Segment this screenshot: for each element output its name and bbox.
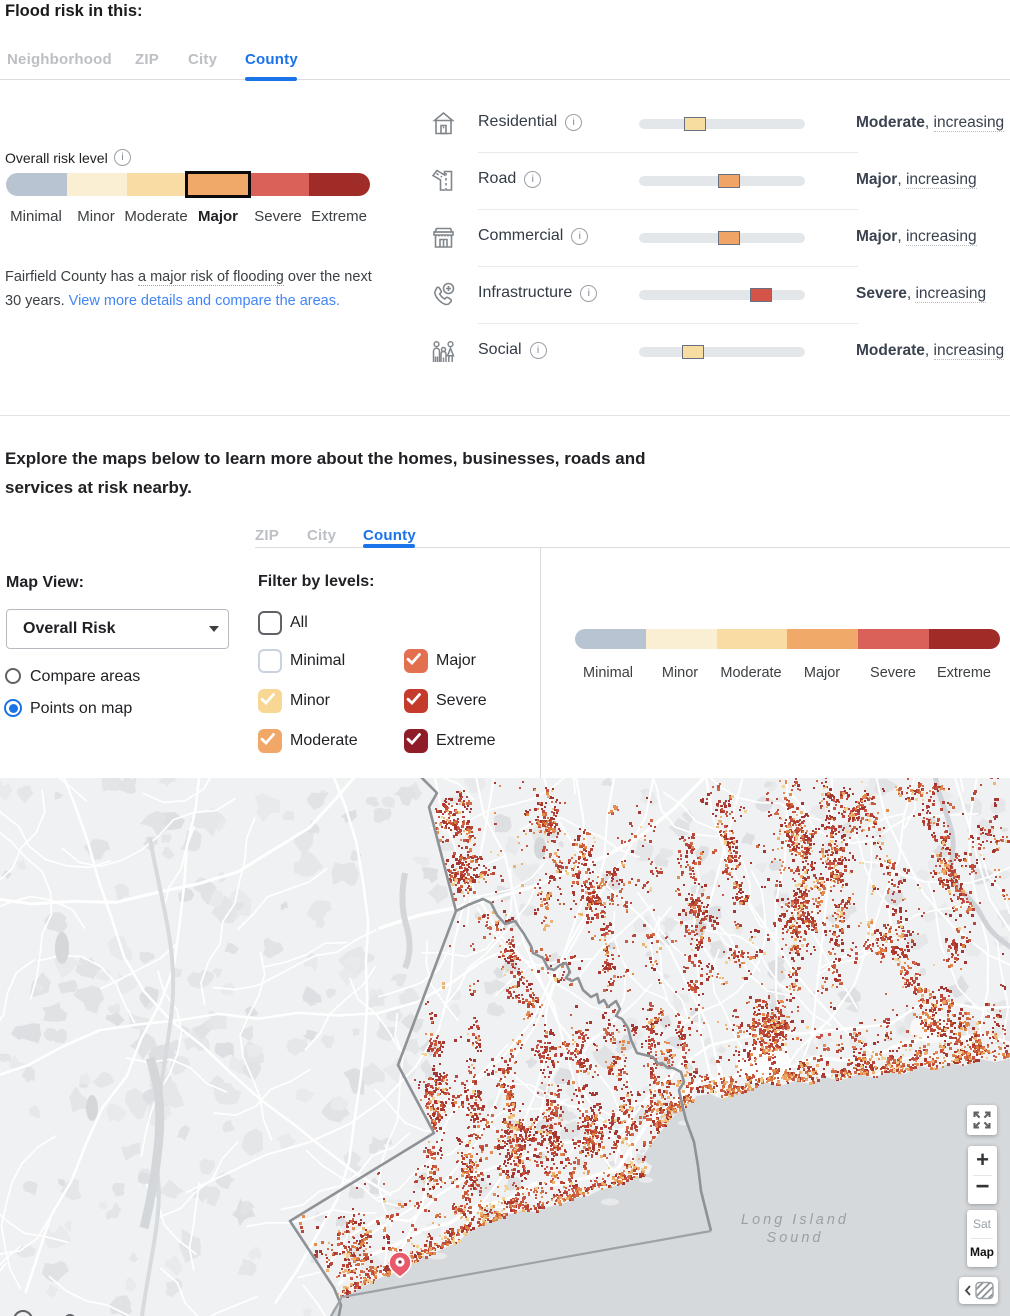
svg-text:Sound: Sound: [767, 1230, 824, 1246]
svg-text:Long Island: Long Island: [741, 1212, 849, 1228]
